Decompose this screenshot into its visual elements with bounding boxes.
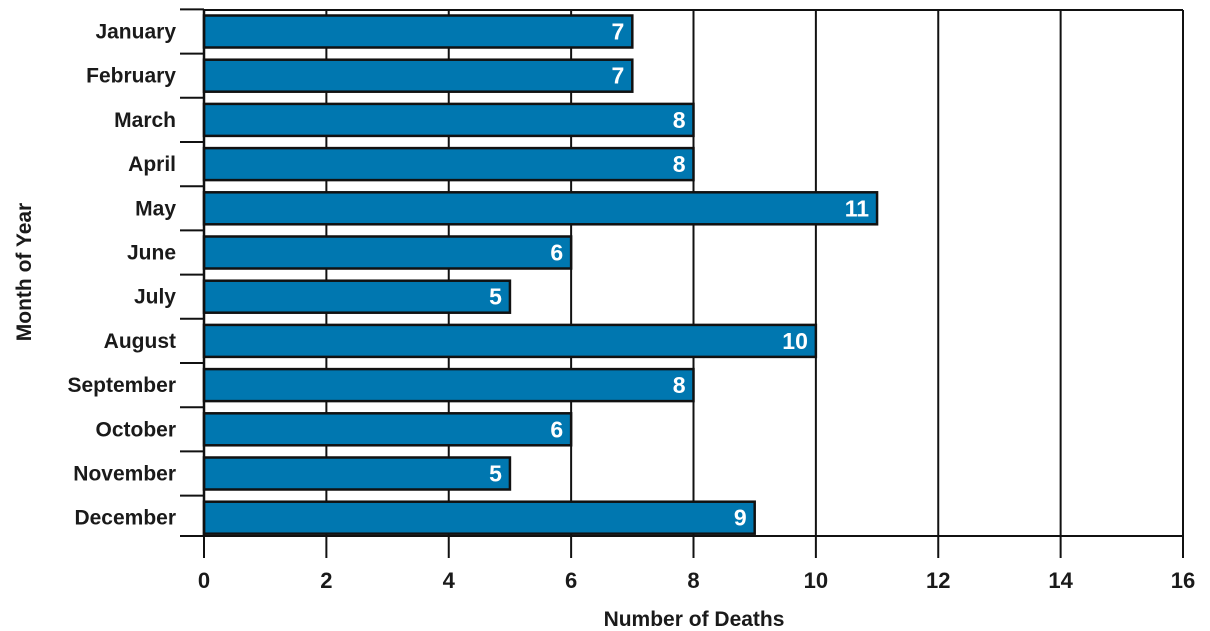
y-axis-title: Month of Year bbox=[13, 203, 36, 341]
category-label: March bbox=[114, 109, 176, 132]
category-label: January bbox=[95, 21, 176, 44]
data-label: 5 bbox=[489, 284, 502, 310]
bar-may bbox=[202, 191, 879, 226]
category-label: July bbox=[134, 286, 176, 309]
data-label: 6 bbox=[550, 240, 563, 266]
grid-lines bbox=[325, 10, 1184, 536]
bar-january bbox=[202, 14, 634, 49]
x-tick-label: 10 bbox=[804, 568, 828, 593]
bar-december bbox=[202, 500, 756, 535]
bars bbox=[202, 14, 879, 535]
category-label: October bbox=[95, 418, 176, 441]
data-label: 8 bbox=[673, 151, 686, 177]
bar-july bbox=[202, 279, 512, 314]
x-axis-title: Number of Deaths bbox=[604, 608, 785, 631]
bar-november bbox=[202, 456, 512, 491]
data-label: 7 bbox=[612, 19, 625, 45]
bar-february bbox=[202, 58, 634, 93]
data-label: 8 bbox=[673, 372, 686, 398]
labels: 0 2 4 6 8 10 12 14 16 January 7 February 7 March 8 Apri… bbox=[67, 19, 1195, 594]
x-tick-label: 12 bbox=[926, 568, 950, 593]
bar-september bbox=[202, 367, 695, 403]
bar-june bbox=[202, 235, 573, 270]
category-label: April bbox=[128, 153, 176, 176]
category-label: December bbox=[74, 507, 176, 530]
x-tick-label: 14 bbox=[1048, 568, 1073, 593]
bar-october bbox=[202, 412, 573, 447]
x-tick-label: 8 bbox=[687, 568, 699, 593]
category-label: February bbox=[86, 65, 176, 88]
x-tick-label: 0 bbox=[198, 568, 210, 593]
data-label: 9 bbox=[734, 505, 747, 531]
x-tick-label: 4 bbox=[443, 568, 456, 593]
data-label: 11 bbox=[845, 195, 870, 221]
bar-april bbox=[202, 146, 695, 182]
category-label: September bbox=[67, 374, 176, 397]
category-label: November bbox=[73, 463, 176, 486]
data-label: 6 bbox=[550, 416, 563, 442]
bar-march bbox=[202, 102, 695, 138]
bar-august bbox=[202, 323, 818, 359]
axes bbox=[180, 8, 1184, 558]
x-tick-label: 16 bbox=[1171, 568, 1195, 593]
data-label: 5 bbox=[489, 461, 502, 487]
x-tick-label: 6 bbox=[565, 568, 577, 593]
category-label: August bbox=[104, 330, 176, 353]
category-label: June bbox=[127, 242, 176, 265]
x-tick-label: 2 bbox=[320, 568, 332, 593]
data-label: 8 bbox=[673, 107, 686, 133]
data-label: 7 bbox=[612, 63, 625, 89]
data-label: 10 bbox=[782, 328, 808, 354]
category-label: May bbox=[135, 197, 176, 220]
